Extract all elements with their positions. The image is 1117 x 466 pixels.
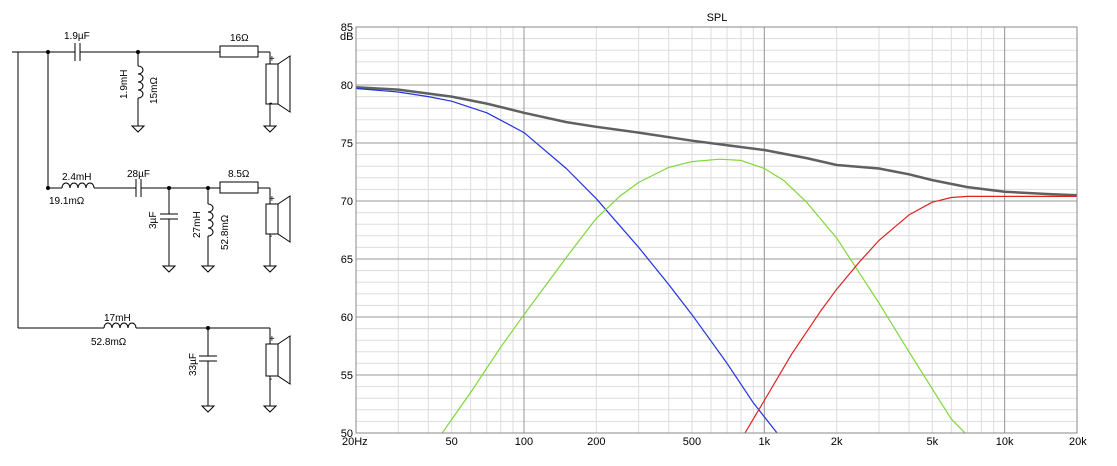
woofer-series-inductor — [103, 322, 137, 329]
minor-grid — [355, 26, 1078, 434]
tweeter-resistor-label: 16Ω — [230, 33, 249, 44]
x-tick-label: 1k — [759, 436, 771, 448]
svg-text:-: - — [269, 374, 272, 385]
midrange-resistor-label: 8.5Ω — [228, 169, 250, 180]
midrange-shunt-cap-label: 3µF — [148, 212, 159, 229]
midrange-series-cap-label: 28µF — [127, 169, 150, 180]
tweeter-cap-label: 1.9µF — [64, 31, 90, 42]
woofer-series-dcr-label: 52.8mΩ — [91, 337, 127, 348]
midrange-series-ind-label: 2.4mH — [62, 172, 91, 183]
y-axis-ticks: 85 80 75 70 65 60 55 50 — [341, 22, 353, 440]
y-tick-label: 85 — [341, 22, 353, 34]
input-rail — [12, 50, 50, 328]
midrange-shunt-dcr-label: 52.8mΩ — [220, 214, 231, 250]
midrange-shunt-inductor — [207, 203, 214, 237]
crossover-schematic: 1.9µF 1.9mH 15mΩ 16Ω + - 2.4mH — [12, 31, 291, 413]
svg-text:+: + — [269, 334, 275, 345]
svg-text:+: + — [269, 194, 275, 205]
x-tick-label: 200 — [587, 436, 605, 448]
spl-series-0 — [356, 86, 1077, 197]
midrange-series-dcr-label: 19.1mΩ — [49, 196, 85, 207]
tweeter-shunt-inductor — [137, 65, 144, 99]
y-tick-label: 55 — [341, 370, 353, 382]
x-tick-label: 5k — [926, 436, 938, 448]
x-tick-label: 50 — [446, 436, 458, 448]
spl-curves — [356, 86, 1077, 433]
x-tick-label: 20k — [1069, 436, 1087, 448]
midrange-branch: 2.4mH 19.1mΩ 28µF 3µF 27mH 52.8mΩ 8.5Ω — [48, 169, 291, 273]
plot-frame — [355, 26, 1078, 434]
y-tick-label: 70 — [341, 196, 353, 208]
major-grid — [356, 26, 1077, 434]
woofer-branch: 17mH 52.8mΩ 33µF + - — [18, 313, 291, 413]
tweeter-shunt-dcr-label: 15mΩ — [149, 77, 160, 104]
y-tick-label: 75 — [341, 138, 353, 150]
svg-text:-: - — [269, 231, 272, 242]
midrange-speaker-icon: + - — [265, 194, 291, 243]
spl-series-2 — [441, 158, 966, 433]
woofer-shunt-cap-label: 33µF — [188, 353, 199, 376]
tweeter-branch: 1.9µF 1.9mH 15mΩ 16Ω + - — [48, 31, 291, 133]
svg-text:+: + — [269, 54, 275, 65]
y-tick-label: 80 — [341, 80, 353, 92]
x-tick-label: 20Hz — [342, 436, 368, 448]
y-tick-label: 65 — [341, 254, 353, 266]
y-axis-unit: dB — [340, 31, 353, 43]
spl-series-1 — [356, 87, 778, 433]
woofer-series-ind-label: 17mH — [104, 313, 131, 324]
midrange-shunt-ind-label: 27mH — [192, 211, 203, 238]
x-tick-label: 500 — [683, 436, 701, 448]
svg-text:-: - — [269, 98, 272, 109]
x-tick-label: 10k — [996, 436, 1014, 448]
x-tick-label: 100 — [515, 436, 533, 448]
spl-series-3 — [744, 195, 1077, 433]
tweeter-speaker-icon: + - — [265, 54, 291, 113]
chart-title: SPL — [707, 12, 728, 24]
y-tick-label: 60 — [341, 312, 353, 324]
woofer-speaker-icon: + - — [265, 334, 291, 385]
y-tick-label: 50 — [341, 428, 353, 440]
midrange-series-inductor — [61, 182, 95, 189]
x-axis-ticks: 20Hz 50 100 200 500 1k 2k 5k 10k 20k — [342, 436, 1087, 448]
tweeter-shunt-ind-label: 1.9mH — [119, 70, 130, 99]
x-tick-label: 2k — [831, 436, 843, 448]
